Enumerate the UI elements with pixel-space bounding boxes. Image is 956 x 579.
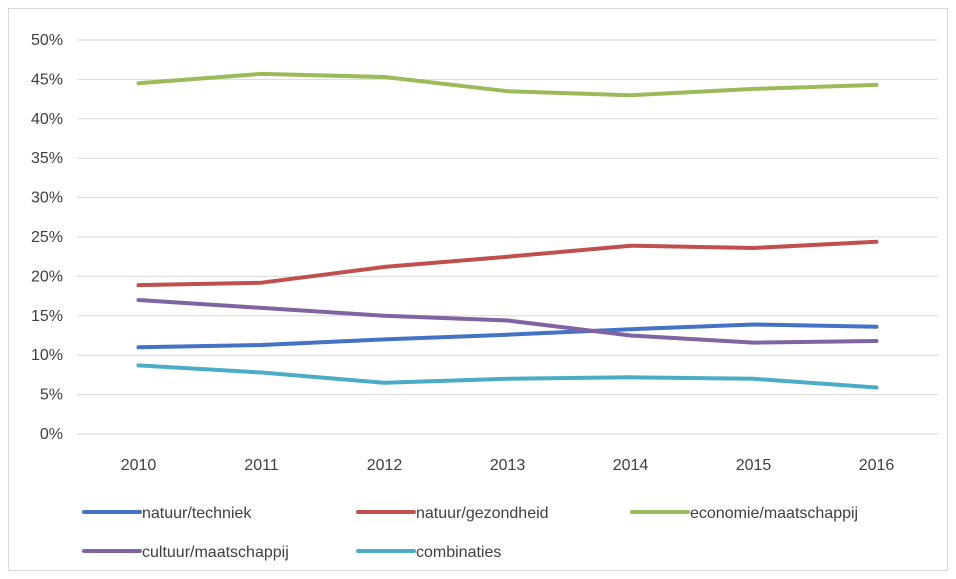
y-tick-label: 10% (31, 347, 63, 364)
x-tick-label: 2015 (736, 457, 772, 474)
legend-item: economie/maatschappij (630, 505, 858, 522)
y-tick-label: 5% (40, 387, 63, 404)
y-tick-label: 40% (31, 111, 63, 128)
series-line (136, 322, 879, 350)
y-tick-label: 50% (31, 32, 63, 49)
y-tick-label: 25% (31, 229, 63, 246)
x-tick-label: 2014 (613, 457, 649, 474)
y-tick-label: 30% (31, 190, 63, 207)
series-line (136, 71, 879, 98)
legend-label: cultuur/maatschappij (142, 544, 289, 561)
y-tick-label: 15% (31, 308, 63, 325)
legend-item: cultuur/maatschappij (82, 544, 289, 561)
legend-label: natuur/techniek (142, 505, 252, 522)
y-tick-label: 20% (31, 268, 63, 285)
x-tick-label: 2016 (859, 457, 895, 474)
x-tick-label: 2012 (367, 457, 403, 474)
y-tick-label: 0% (40, 426, 63, 443)
legend-item: combinaties (356, 544, 501, 561)
legend-label: economie/maatschappij (690, 505, 858, 522)
x-tick-label: 2013 (490, 457, 526, 474)
gridlines (77, 39, 938, 435)
legend-item: natuur/gezondheid (356, 505, 549, 522)
x-tick-label: 2010 (121, 457, 157, 474)
series-line (136, 239, 879, 288)
x-tick-label: 2011 (244, 457, 279, 474)
legend-label: natuur/gezondheid (416, 505, 549, 522)
chart-frame (8, 8, 948, 571)
y-tick-label: 45% (31, 71, 63, 88)
series-line (136, 363, 879, 390)
series-line (136, 298, 879, 345)
legend-item: natuur/techniek (82, 505, 252, 522)
y-tick-label: 35% (31, 150, 63, 167)
legend-label: combinaties (416, 544, 501, 561)
